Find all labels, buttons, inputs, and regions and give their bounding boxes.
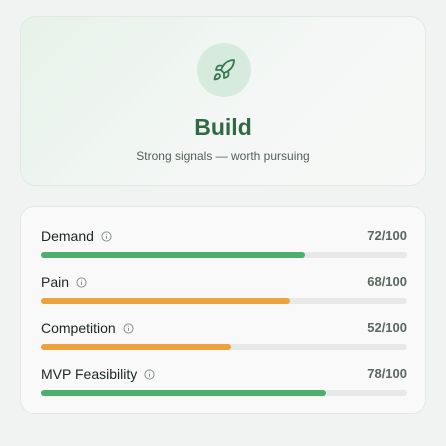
metric-competition: Competition 52/100 <box>41 319 407 355</box>
metric-bar-fill <box>41 252 305 258</box>
verdict-icon-badge <box>197 43 251 97</box>
metric-pain: Pain 68/100 <box>41 273 407 309</box>
metric-name: Competition <box>41 320 116 336</box>
metric-bar-track <box>41 252 407 258</box>
metric-bar-fill <box>41 390 327 396</box>
metric-bar-track <box>41 298 407 304</box>
metric-score: 72/100 <box>367 228 407 243</box>
metric-score: 78/100 <box>367 366 407 381</box>
metric-bar-fill <box>41 344 232 350</box>
info-icon[interactable] <box>76 276 87 288</box>
metric-score: 52/100 <box>367 320 407 335</box>
metric-score: 68/100 <box>367 274 407 289</box>
scores-card: Demand 72/100 Pain 68/100 Competition <box>20 206 426 414</box>
metric-name: Demand <box>41 228 94 244</box>
metric-name: MVP Feasibility <box>41 366 138 382</box>
verdict-subtitle: Strong signals — worth pursuing <box>136 149 310 163</box>
metric-bar-fill <box>41 298 290 304</box>
info-icon[interactable] <box>144 368 155 380</box>
info-icon[interactable] <box>123 322 134 334</box>
info-icon[interactable] <box>101 230 112 242</box>
verdict-card: Build Strong signals — worth pursuing <box>20 16 426 186</box>
metric-demand: Demand 72/100 <box>41 227 407 263</box>
metric-bar-track <box>41 344 407 350</box>
rocket-icon <box>213 59 235 81</box>
metric-mvp-feasibility: MVP Feasibility 78/100 <box>41 365 407 401</box>
metric-bar-track <box>41 390 407 396</box>
metric-name: Pain <box>41 274 70 290</box>
verdict-title: Build <box>194 114 252 140</box>
